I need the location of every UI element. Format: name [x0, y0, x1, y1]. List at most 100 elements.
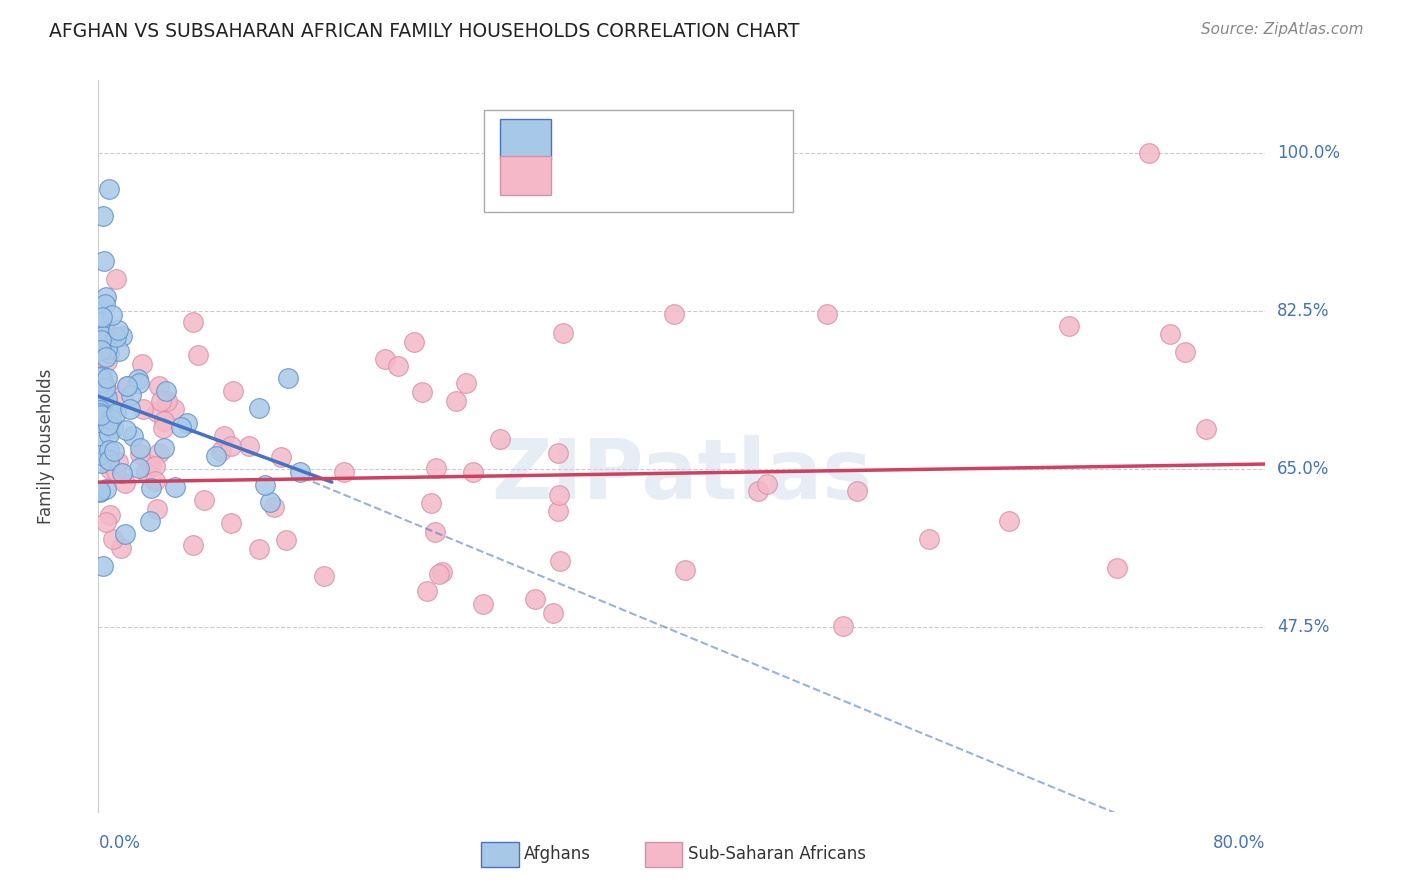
Point — [128, 376, 150, 390]
Point — [456, 376, 478, 391]
Point — [93, 395, 115, 409]
Point — [110, 541, 132, 555]
Point — [181, 537, 204, 551]
Point — [104, 464, 127, 478]
Point — [89, 406, 111, 420]
Point — [122, 429, 145, 443]
Text: R =  0.037: R = 0.037 — [557, 167, 645, 185]
Point — [89, 315, 111, 329]
Point — [845, 483, 868, 498]
Point — [101, 308, 124, 322]
Point — [89, 403, 111, 417]
Point — [148, 379, 170, 393]
Point — [98, 404, 121, 418]
Point — [155, 384, 177, 399]
Point — [94, 290, 117, 304]
FancyBboxPatch shape — [484, 110, 793, 212]
Point — [90, 409, 112, 423]
Point — [1174, 345, 1197, 359]
Point — [91, 329, 114, 343]
Point — [139, 514, 162, 528]
Point — [127, 372, 149, 386]
FancyBboxPatch shape — [501, 119, 551, 159]
Point — [111, 392, 134, 407]
Point — [104, 406, 127, 420]
Point — [254, 478, 277, 492]
FancyBboxPatch shape — [481, 842, 519, 867]
Point — [1057, 319, 1080, 334]
Point — [444, 394, 467, 409]
Point — [96, 370, 118, 384]
Point — [1105, 561, 1128, 575]
Point — [94, 482, 117, 496]
Point — [89, 409, 111, 424]
Text: Source: ZipAtlas.com: Source: ZipAtlas.com — [1201, 22, 1364, 37]
Point — [524, 591, 547, 606]
Point — [249, 401, 271, 415]
Point — [832, 619, 855, 633]
Point — [93, 253, 115, 268]
Point — [425, 460, 447, 475]
Point — [97, 417, 120, 432]
FancyBboxPatch shape — [501, 155, 551, 195]
Point — [139, 482, 162, 496]
Point — [420, 496, 443, 510]
Point — [209, 443, 232, 458]
Point — [221, 439, 243, 453]
Point — [425, 524, 447, 539]
Point — [90, 343, 112, 358]
Point — [547, 487, 569, 501]
Point — [96, 350, 118, 364]
Point — [100, 508, 122, 522]
Point — [411, 385, 433, 400]
Point — [120, 388, 142, 402]
FancyBboxPatch shape — [644, 842, 682, 867]
Point — [402, 335, 425, 350]
Point — [101, 420, 124, 434]
Point — [98, 462, 121, 476]
Point — [427, 567, 450, 582]
Point — [94, 515, 117, 529]
Point — [156, 394, 179, 409]
Point — [1159, 327, 1181, 342]
Point — [312, 569, 335, 583]
Point — [89, 429, 111, 443]
Point — [1137, 145, 1160, 160]
Text: 100.0%: 100.0% — [1277, 144, 1340, 161]
Point — [89, 448, 111, 462]
Point — [89, 370, 111, 384]
Point — [153, 441, 176, 455]
Point — [96, 391, 118, 405]
Point — [90, 310, 112, 325]
Point — [94, 297, 117, 311]
Point — [94, 381, 117, 395]
Point — [276, 533, 298, 548]
Point — [277, 371, 299, 385]
Point — [547, 504, 569, 518]
Point — [128, 461, 150, 475]
Point — [89, 485, 111, 500]
Text: ZIPatlas: ZIPatlas — [492, 434, 872, 516]
Point — [153, 414, 176, 428]
Point — [114, 527, 136, 541]
Point — [1195, 422, 1218, 436]
Point — [96, 353, 118, 368]
Point — [163, 402, 186, 417]
Point — [110, 466, 132, 480]
Point — [148, 446, 170, 460]
Point — [135, 465, 157, 479]
Point — [103, 444, 125, 458]
Point — [547, 446, 569, 460]
Point — [131, 358, 153, 372]
Point — [115, 379, 138, 393]
Text: Afghans: Afghans — [524, 845, 592, 863]
Point — [259, 495, 281, 509]
Point — [146, 405, 169, 419]
Point — [139, 458, 162, 472]
Point — [103, 532, 125, 546]
Point — [461, 465, 484, 479]
Point — [94, 323, 117, 337]
Point — [143, 458, 166, 473]
Point — [96, 343, 118, 357]
Point — [553, 326, 575, 340]
